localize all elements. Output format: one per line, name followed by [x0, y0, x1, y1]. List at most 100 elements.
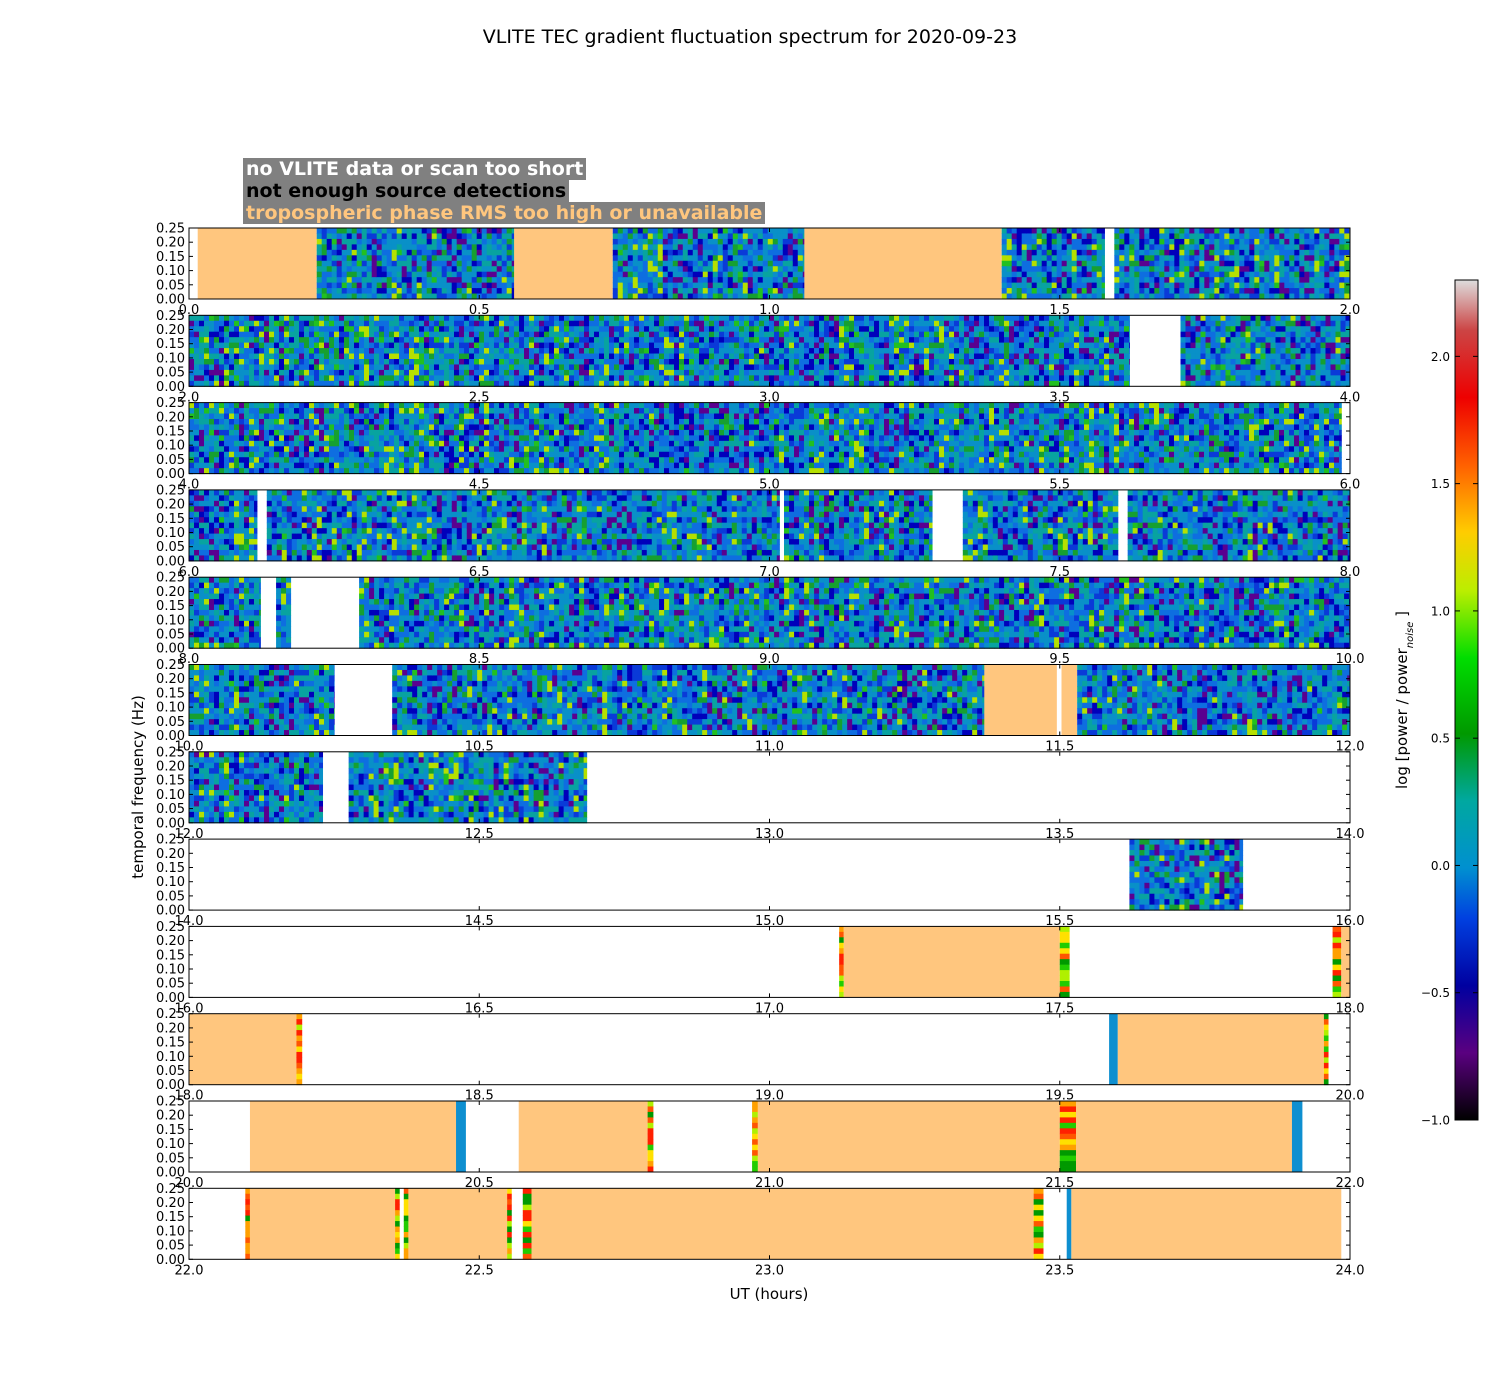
- spectrum-cell: [366, 260, 373, 267]
- spectrum-cell: [1016, 266, 1023, 273]
- spectrum-cell: [321, 288, 328, 295]
- spectrum-cell: [259, 348, 265, 355]
- spectrum-cell: [1185, 375, 1191, 382]
- spectrum-cell: [1300, 326, 1306, 333]
- spectrum-cell: [692, 282, 699, 289]
- spectrum-cell: [974, 380, 980, 387]
- spectrum-cell: [204, 326, 210, 333]
- spectrum-cell: [617, 277, 624, 284]
- spectrum-cell: [209, 413, 215, 420]
- spectrum-cell: [1094, 337, 1100, 344]
- spectrum-cell: [489, 353, 495, 360]
- spectrum-cell: [361, 238, 368, 245]
- spectrum-cell: [834, 320, 840, 327]
- spectrum-cell: [674, 337, 680, 344]
- spectrum-cell: [769, 337, 775, 344]
- spectrum-cell: [1154, 249, 1160, 256]
- spectrum-cell: [569, 331, 575, 338]
- spectrum-cell: [1029, 326, 1035, 333]
- spectrum-cell: [466, 293, 473, 300]
- spectrum-cell: [934, 342, 940, 349]
- spectrum-cell: [396, 244, 403, 251]
- spectrum-cell: [1275, 364, 1281, 371]
- spectrum-cell: [1129, 375, 1130, 382]
- spectrum-cell: [647, 238, 654, 245]
- spectrum-cell: [682, 249, 689, 256]
- spectrum-cell: [466, 255, 473, 262]
- spectrum-cell: [1300, 364, 1306, 371]
- spectrum-cell: [1279, 238, 1285, 245]
- spectrum-cell: [1179, 271, 1185, 278]
- spectrum-cell: [364, 375, 370, 382]
- spectrum-cell: [369, 369, 375, 376]
- spectrum-cell: [406, 288, 413, 295]
- spectrum-cell: [599, 331, 605, 338]
- spectrum-cell: [461, 266, 468, 273]
- spectrum-cell: [1069, 337, 1075, 344]
- spectrum-cell: [699, 353, 705, 360]
- spectrum-cell: [767, 288, 774, 295]
- spectrum-cell: [386, 266, 393, 273]
- spectrum-cell: [1019, 342, 1025, 349]
- spectrum-cell: [406, 255, 413, 262]
- spectrum-cell: [734, 315, 740, 322]
- spectrum-cell: [519, 320, 525, 327]
- spectrum-cell: [364, 337, 370, 344]
- spectrum-cell: [1054, 331, 1060, 338]
- spectrum-cell: [244, 320, 250, 327]
- spectrum-cell: [1084, 358, 1090, 365]
- spectrum-cell: [426, 271, 433, 278]
- spectrum-cell: [639, 315, 645, 322]
- spectrum-cell: [1190, 364, 1196, 371]
- spectrum-cell: [409, 331, 415, 338]
- spectrum-cell: [722, 255, 729, 262]
- spectrum-cell: [539, 369, 545, 376]
- spectrum-cell: [351, 293, 358, 300]
- spectrum-cell: [732, 293, 739, 300]
- spectrum-cell: [729, 369, 735, 376]
- spectrum-cell: [194, 353, 200, 360]
- spectrum-cell: [1324, 260, 1330, 267]
- spectrum-cell: [1159, 244, 1165, 251]
- spectrum-cell: [436, 255, 443, 262]
- spectrum-cell: [436, 293, 443, 300]
- spectrum-cell: [1119, 375, 1125, 382]
- spectrum-cell: [1039, 364, 1045, 371]
- spectrum-cell: [687, 266, 694, 273]
- spectrum-cell: [269, 326, 275, 333]
- spectrum-cell: [391, 238, 398, 245]
- spectrum-cell: [374, 342, 380, 349]
- spectrum-cell: [1069, 353, 1075, 360]
- spectrum-cell: [632, 244, 639, 251]
- spectrum-cell: [804, 369, 810, 376]
- spectrum-cell: [414, 331, 420, 338]
- spectrum-cell: [1220, 375, 1226, 382]
- spectrum-cell: [1071, 238, 1078, 245]
- spectrum-cell: [1076, 238, 1083, 245]
- spectrum-cell: [1001, 238, 1008, 245]
- spectrum-cell: [479, 369, 485, 376]
- spectrum-cell: [259, 369, 265, 376]
- spectrum-cell: [714, 369, 720, 376]
- spectrum-cell: [1079, 353, 1085, 360]
- spectrum-cell: [1295, 326, 1301, 333]
- spectrum-cell: [747, 293, 754, 300]
- spectrum-cell: [564, 375, 570, 382]
- spectrum-cell: [1294, 233, 1300, 240]
- spectrum-cell: [209, 331, 215, 338]
- spectrum-cell: [844, 315, 850, 322]
- spectrum-cell: [657, 293, 664, 300]
- spectrum-cell: [639, 375, 645, 382]
- spectrum-cell: [632, 282, 639, 289]
- spectrum-cell: [1009, 364, 1015, 371]
- spectrum-cell: [664, 342, 670, 349]
- spectrum-cell: [964, 380, 970, 387]
- spectrum-cell: [1051, 255, 1058, 262]
- spectrum-cell: [989, 326, 995, 333]
- spectrum-cell: [439, 364, 445, 371]
- spectrum-cell: [784, 331, 790, 338]
- spectrum-cell: [834, 375, 840, 382]
- spectrum-cell: [384, 375, 390, 382]
- spectrum-cell: [722, 260, 729, 267]
- spectrum-cell: [729, 375, 735, 382]
